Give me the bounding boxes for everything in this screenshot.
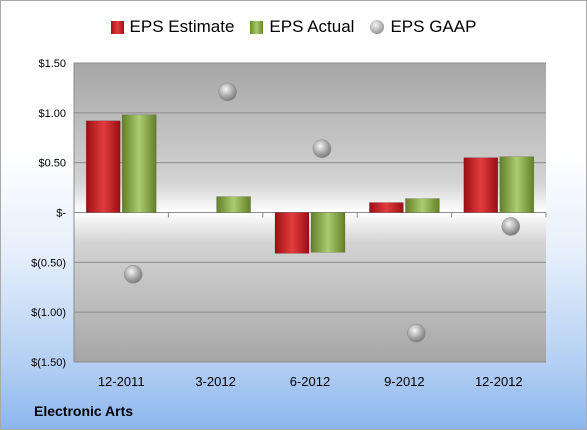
y-tick-label: $1.50 <box>38 58 66 70</box>
y-tick-label: $(1.00) <box>31 307 66 319</box>
legend-swatch-estimate <box>110 20 124 34</box>
y-tick-label: $- <box>56 208 66 220</box>
marker-eps-gaap <box>312 139 332 158</box>
legend-label-estimate: EPS Estimate <box>129 17 235 36</box>
bar-eps-actual <box>405 198 440 213</box>
x-category-label: 3-2012 <box>195 374 235 389</box>
bar-eps-actual <box>121 114 157 213</box>
y-tick-label: $(0.50) <box>31 257 66 269</box>
y-tick-label: $0.50 <box>38 158 66 170</box>
y-tick-label: $(1.50) <box>31 357 66 369</box>
bar-eps-estimate <box>463 157 499 213</box>
legend-label-gaap: EPS GAAP <box>390 17 477 36</box>
bar-eps-actual <box>310 212 346 253</box>
marker-eps-gaap <box>218 82 237 102</box>
legend-item-gaap: EPS GAAP <box>370 17 476 37</box>
x-category-label: 12-2011 <box>98 374 145 389</box>
marker-eps-gaap <box>501 217 521 236</box>
legend-label-actual: EPS Actual <box>269 17 355 36</box>
bar-eps-actual <box>499 156 535 213</box>
legend-item-estimate: EPS Estimate <box>110 17 235 37</box>
legend-swatch-gaap <box>370 20 385 34</box>
legend: EPS Estimate EPS Actual EPS GAAP <box>1 17 586 37</box>
bar-eps-estimate <box>274 212 310 254</box>
bar-eps-actual <box>216 196 251 213</box>
marker-eps-gaap <box>407 323 426 343</box>
legend-item-actual: EPS Actual <box>250 17 354 37</box>
x-category-label: 6-2012 <box>290 374 330 389</box>
bar-eps-estimate <box>369 202 404 213</box>
company-name: Electronic Arts <box>34 403 134 419</box>
bar-eps-estimate <box>85 120 121 213</box>
x-category-label: 9-2012 <box>384 374 424 389</box>
y-tick-label: $1.00 <box>38 108 66 120</box>
x-category-label: 12-2012 <box>475 374 523 389</box>
legend-swatch-actual <box>250 20 264 34</box>
marker-eps-gaap <box>123 265 143 284</box>
